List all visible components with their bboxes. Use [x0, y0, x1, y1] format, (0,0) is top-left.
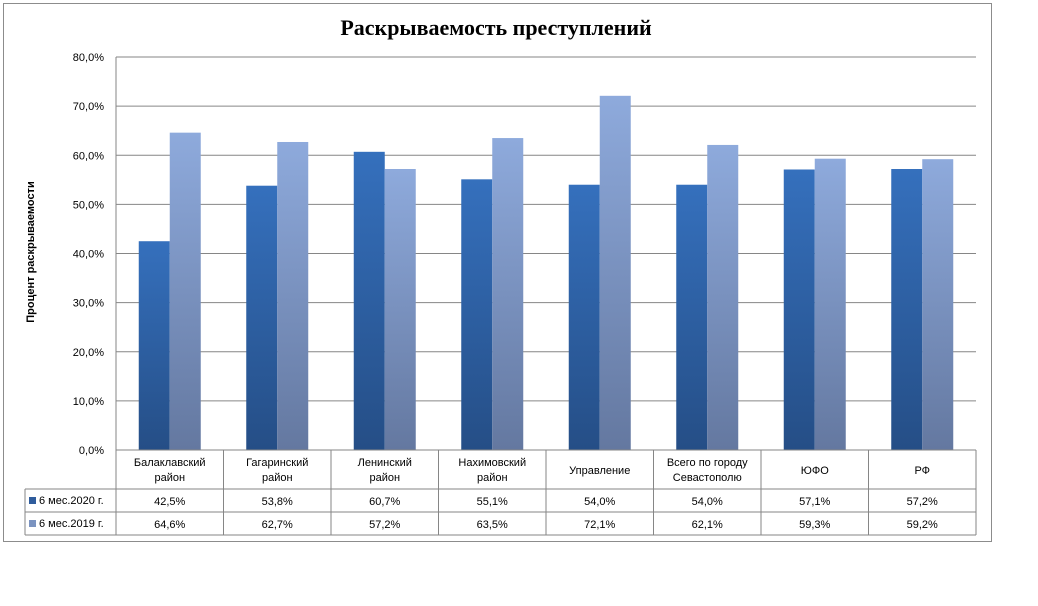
- data-table-value: 57,2%: [369, 519, 400, 531]
- category-label: Гагаринский район: [246, 457, 308, 484]
- y-tick-label: 40,0%: [73, 249, 104, 261]
- bar-2019: [277, 141, 309, 450]
- data-table-value: 63,5%: [477, 519, 508, 531]
- category-label: Балаклавский район: [134, 457, 206, 484]
- data-table-value: 53,8%: [262, 496, 293, 508]
- data-table-value: 59,3%: [799, 519, 830, 531]
- data-table-value: 60,7%: [369, 496, 400, 508]
- data-table-value: 42,5%: [154, 496, 185, 508]
- category-label: Управление: [569, 465, 630, 477]
- y-axis-label: Процент раскрываемости: [25, 181, 37, 322]
- data-table-value: 57,2%: [907, 496, 938, 508]
- data-table-value: 57,1%: [799, 496, 830, 508]
- bar-2020: [783, 169, 815, 450]
- y-tick-label: 0,0%: [79, 445, 104, 457]
- data-table-value: 59,2%: [907, 519, 938, 531]
- data-table-value: 54,0%: [692, 496, 723, 508]
- legend-label: 6 мес.2019 г.: [39, 518, 104, 530]
- y-tick-label: 60,0%: [73, 150, 104, 162]
- bar-2020: [353, 151, 385, 450]
- y-tick-label: 80,0%: [73, 52, 104, 64]
- bar-2019: [599, 95, 631, 450]
- bar-2019: [492, 138, 524, 450]
- y-tick-label: 50,0%: [73, 199, 104, 211]
- y-tick-label: 20,0%: [73, 347, 104, 359]
- category-label: Нахимовский район: [458, 457, 526, 484]
- data-table-value: 64,6%: [154, 519, 185, 531]
- bar-2020: [568, 184, 600, 450]
- legend-label: 6 мес.2020 г.: [39, 495, 104, 507]
- bar-2020: [891, 169, 923, 450]
- y-tick-label: 30,0%: [73, 298, 104, 310]
- bar-2020: [246, 185, 278, 450]
- data-table-value: 62,7%: [262, 519, 293, 531]
- legend-swatch: [29, 497, 36, 504]
- bar-2019: [922, 159, 954, 450]
- bar-2019: [384, 169, 416, 450]
- data-table-value: 55,1%: [477, 496, 508, 508]
- data-table-value: 62,1%: [692, 519, 723, 531]
- category-label: Ленинский район: [358, 457, 412, 484]
- chart-title: Раскрываемость преступлений: [340, 15, 652, 40]
- bar-2019: [814, 158, 846, 450]
- data-table-value: 54,0%: [584, 496, 615, 508]
- bar-2019: [169, 132, 201, 450]
- chart-frame: [3, 3, 992, 542]
- bar-2020: [138, 241, 170, 450]
- category-label: Всего по городу Севастополю: [667, 457, 748, 484]
- legend-swatch: [29, 520, 36, 527]
- y-tick-label: 70,0%: [73, 101, 104, 113]
- y-tick-label: 10,0%: [73, 396, 104, 408]
- bar-2020: [676, 184, 708, 450]
- bar-2019: [707, 144, 739, 450]
- data-table-value: 72,1%: [584, 519, 615, 531]
- category-label: ЮФО: [801, 465, 829, 477]
- category-label: РФ: [914, 465, 930, 477]
- bar-2020: [461, 179, 493, 451]
